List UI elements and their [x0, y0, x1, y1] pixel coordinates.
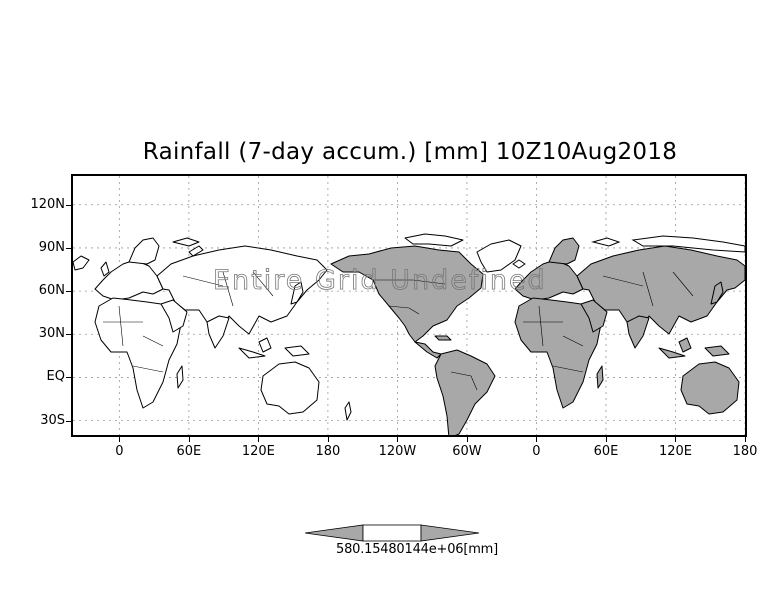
arctic-right — [591, 235, 745, 253]
cuba — [434, 335, 452, 341]
x-tick-mark — [466, 437, 468, 442]
india — [206, 315, 230, 349]
x-tick-label: 60W — [452, 444, 482, 459]
y-tick-label: 30N — [38, 326, 65, 342]
madagascar-right — [596, 365, 604, 389]
arctic-islands-right — [591, 237, 621, 247]
y-tick-label: 120N — [30, 196, 65, 212]
novaya-zemlya — [188, 245, 204, 257]
y-tick-mark — [66, 291, 71, 293]
colorbar-middle-box — [362, 524, 422, 542]
siberia-north — [631, 235, 745, 253]
y-tick-label: EQ — [46, 369, 65, 385]
map-title: Rainfall (7-day accum.) [mm] 10Z10Aug201… — [142, 139, 678, 165]
x-tick-label: 60E — [176, 444, 202, 459]
y-tick-mark — [66, 334, 71, 336]
brazil-border — [450, 371, 478, 391]
map-frame: Entire Grid Undefined — [71, 174, 747, 437]
x-tick-mark — [258, 437, 260, 442]
x-tick-mark — [188, 437, 190, 442]
x-tick-label: 120E — [658, 444, 692, 459]
x-tick-label: 120W — [378, 444, 417, 459]
colorbar — [304, 523, 481, 543]
greenland — [476, 239, 522, 273]
new-zealand — [344, 401, 352, 421]
y-tick-mark — [66, 204, 71, 206]
iceland — [512, 259, 526, 269]
x-tick-mark — [397, 437, 399, 442]
greenland-group — [404, 233, 526, 273]
arctic-islands-left — [172, 237, 200, 247]
asia-borders-left — [182, 271, 274, 307]
x-tick-mark — [675, 437, 677, 442]
x-tick-label: 180 — [732, 444, 758, 459]
x-tick-label: 120E — [241, 444, 275, 459]
americas — [330, 245, 496, 435]
australia-right — [680, 361, 740, 415]
japan — [290, 281, 304, 305]
north-america — [330, 245, 484, 343]
india-right — [626, 315, 650, 349]
indonesia-right — [658, 347, 686, 359]
x-tick-label: 60E — [593, 444, 619, 459]
world-left-copy — [73, 237, 352, 421]
x-tick-label: 0 — [532, 444, 541, 459]
south-america — [434, 349, 496, 435]
x-tick-label: 0 — [115, 444, 124, 459]
africa-borders-left — [103, 305, 164, 373]
world-right-copy — [514, 237, 745, 415]
x-tick-mark — [119, 437, 121, 442]
central-america — [414, 341, 442, 359]
british-isles — [100, 261, 110, 277]
canadian-arctic — [404, 233, 464, 247]
australia — [260, 361, 320, 415]
y-tick-mark — [66, 377, 71, 379]
y-tick-mark — [66, 420, 71, 422]
greenland-left — [73, 255, 90, 271]
y-tick-label: 60N — [38, 283, 65, 299]
us-canada-border — [373, 279, 446, 285]
new-guinea-right — [704, 345, 730, 357]
colorbar-labels: 580.15480144e+06[mm] — [336, 542, 499, 557]
colorbar-right-arrow — [420, 524, 480, 542]
x-tick-mark — [327, 437, 329, 442]
x-tick-mark — [745, 437, 746, 442]
asia-borders-right — [602, 271, 694, 307]
x-tick-label: 180 — [315, 444, 341, 459]
y-tick-mark — [66, 247, 71, 249]
africa-right — [514, 297, 602, 409]
y-tick-label: 90N — [38, 239, 65, 255]
borneo — [258, 337, 272, 353]
world-map: Entire Grid Undefined — [73, 176, 745, 435]
us-mexico-border — [388, 305, 420, 315]
colorbar-graphic — [304, 524, 480, 542]
x-tick-mark — [605, 437, 607, 442]
undefined-grid-watermark: Entire Grid Undefined — [213, 265, 547, 296]
arabia — [160, 299, 188, 333]
scandinavia — [128, 237, 160, 265]
madagascar — [176, 365, 184, 389]
country-borders — [103, 271, 694, 391]
asia-right — [576, 245, 745, 335]
africa-borders-right — [523, 305, 584, 373]
scandinavia-right — [548, 237, 580, 265]
colorbar-left-arrow — [304, 524, 364, 542]
japan-right — [710, 281, 724, 305]
africa — [94, 297, 182, 409]
indonesia — [238, 347, 266, 359]
asia — [156, 245, 328, 335]
y-tick-label: 30S — [40, 412, 65, 428]
x-tick-mark — [536, 437, 538, 442]
borneo-right — [678, 337, 692, 353]
arabia-right — [580, 299, 608, 333]
new-guinea — [284, 345, 310, 357]
